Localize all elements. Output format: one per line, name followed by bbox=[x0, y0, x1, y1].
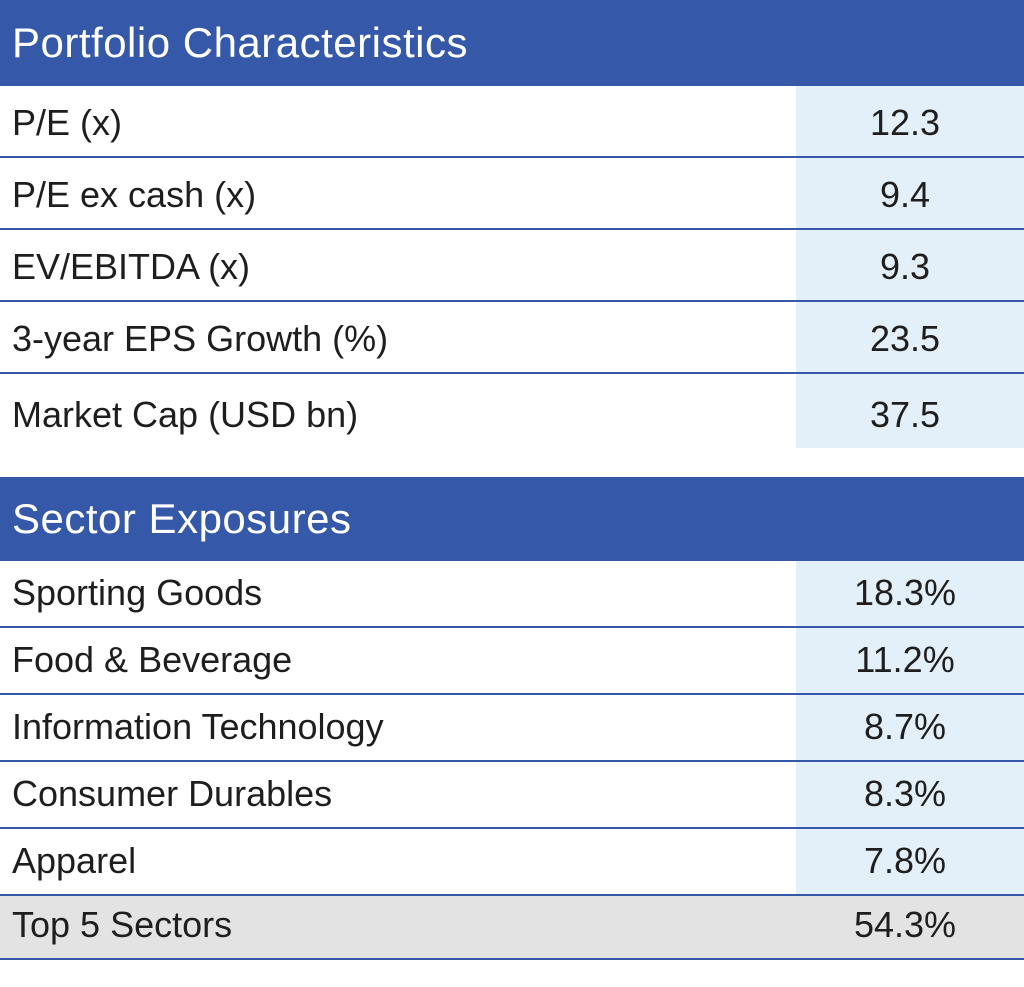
portfolio-characteristics-title: Portfolio Characteristics bbox=[12, 19, 468, 66]
row-value: 37.5 bbox=[796, 374, 1024, 448]
row-label: P/E ex cash (x) bbox=[12, 174, 257, 215]
row-value: 12.3 bbox=[796, 86, 1024, 156]
table-row: Sporting Goods 18.3% bbox=[0, 561, 1024, 628]
total-row: Top 5 Sectors 54.3% bbox=[0, 896, 1024, 960]
table-row: Market Cap (USD bn) 37.5 bbox=[0, 374, 1024, 448]
portfolio-characteristics-table: P/E (x) 12.3 P/E ex cash (x) 9.4 EV/EBIT… bbox=[0, 86, 1024, 448]
table-row: 3-year EPS Growth (%) 23.5 bbox=[0, 302, 1024, 374]
sector-exposures-title: Sector Exposures bbox=[12, 495, 352, 542]
table-row: EV/EBITDA (x) 9.3 bbox=[0, 230, 1024, 302]
row-value: 8.3% bbox=[796, 762, 1024, 827]
sector-exposures-header: Sector Exposures bbox=[0, 477, 1024, 561]
row-value: 23.5 bbox=[796, 302, 1024, 372]
row-value: 18.3% bbox=[796, 561, 1024, 626]
row-label: Apparel bbox=[12, 840, 137, 881]
row-label: 3-year EPS Growth (%) bbox=[12, 318, 389, 359]
row-label: EV/EBITDA (x) bbox=[12, 246, 251, 287]
row-label: Information Technology bbox=[12, 706, 384, 747]
row-value: 9.3 bbox=[796, 230, 1024, 300]
table-row: P/E (x) 12.3 bbox=[0, 86, 1024, 158]
row-value: 7.8% bbox=[796, 829, 1024, 894]
total-value: 54.3% bbox=[796, 896, 1024, 958]
row-label: P/E (x) bbox=[12, 102, 123, 143]
row-label: Sporting Goods bbox=[12, 572, 263, 613]
row-value: 9.4 bbox=[796, 158, 1024, 228]
table-row: Information Technology 8.7% bbox=[0, 695, 1024, 762]
row-label: Consumer Durables bbox=[12, 773, 333, 814]
table-row: Consumer Durables 8.3% bbox=[0, 762, 1024, 829]
sector-exposures-table: Sporting Goods 18.3% Food & Beverage 11.… bbox=[0, 561, 1024, 960]
table-row: Apparel 7.8% bbox=[0, 829, 1024, 896]
row-value: 8.7% bbox=[796, 695, 1024, 760]
row-label: Food & Beverage bbox=[12, 639, 293, 680]
table-row: P/E ex cash (x) 9.4 bbox=[0, 158, 1024, 230]
table-row: Food & Beverage 11.2% bbox=[0, 628, 1024, 695]
row-value: 11.2% bbox=[796, 628, 1024, 693]
portfolio-characteristics-header: Portfolio Characteristics bbox=[0, 0, 1024, 86]
total-label: Top 5 Sectors bbox=[0, 896, 796, 958]
row-label: Market Cap (USD bn) bbox=[12, 394, 359, 435]
